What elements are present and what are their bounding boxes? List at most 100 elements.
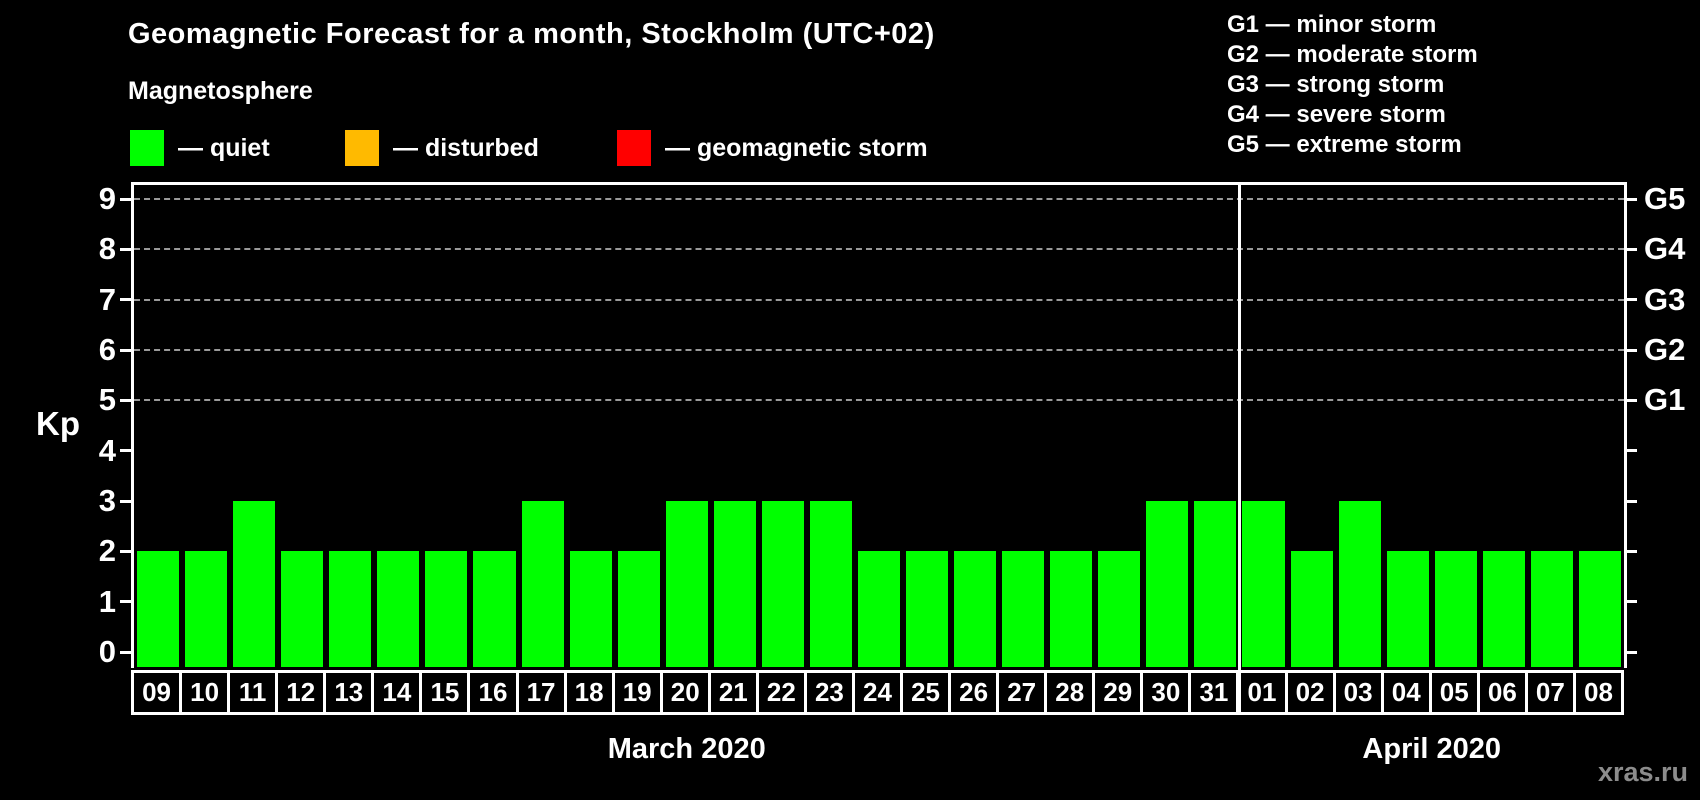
date-cell: 31 (1188, 670, 1240, 715)
right-tick (1625, 600, 1637, 604)
date-cell: 16 (467, 670, 519, 715)
kp-bar (665, 501, 708, 667)
legend-swatch-storm (617, 130, 651, 166)
y-tick (120, 449, 132, 453)
kp-bar (857, 551, 901, 667)
right-tick (1625, 197, 1637, 201)
legend-label: — disturbed (393, 133, 539, 162)
g-scale-label: G4 (1644, 231, 1686, 267)
kp-bar (473, 551, 516, 667)
date-cell: 09 (131, 670, 183, 715)
kp-bar (281, 551, 324, 667)
kp-bar (617, 551, 660, 667)
gridline-kp6 (134, 349, 1624, 352)
date-cell: 03 (1332, 670, 1384, 715)
date-cell: 26 (948, 670, 1000, 715)
date-cell: 10 (179, 670, 231, 715)
g-scale-label: G2 (1644, 332, 1686, 368)
kp-bar (906, 551, 949, 667)
kp-bar (761, 501, 804, 667)
kp-bar (377, 551, 420, 667)
gridline-kp8 (134, 248, 1624, 251)
date-cell: 23 (803, 670, 855, 715)
storm-scale-item: G1 — minor storm (1227, 11, 1437, 38)
kp-bar (1578, 551, 1621, 667)
kp-bar (809, 501, 852, 667)
g-scale-label: G3 (1644, 281, 1686, 317)
y-tick (120, 247, 132, 251)
date-cell: 25 (900, 670, 952, 715)
storm-scale-item: G4 — severe storm (1227, 101, 1446, 128)
y-tick (120, 499, 132, 503)
y-tick (120, 549, 132, 553)
month-separator-line (1238, 182, 1241, 715)
right-tick (1625, 348, 1637, 352)
date-cell: 11 (227, 670, 279, 715)
storm-scale-legend: G1 — minor storm G2 — moderate storm G3 — … (1227, 10, 1478, 160)
storm-scale-item: G2 — moderate storm (1227, 41, 1478, 68)
date-cell: 13 (323, 670, 375, 715)
date-cell: 17 (515, 670, 567, 715)
y-axis-line (131, 182, 134, 668)
y-tick-label: 1 (98, 583, 116, 619)
g-scale-label: G1 (1644, 382, 1686, 418)
watermark: xras.ru (1597, 757, 1688, 787)
chart-title: Geomagnetic Forecast for a month, Stockh… (128, 18, 935, 50)
y-tick (120, 197, 132, 201)
date-cell: 24 (851, 670, 904, 715)
date-cell: 21 (707, 670, 759, 715)
kp-bar (1530, 551, 1573, 667)
date-cell: 04 (1380, 670, 1432, 715)
date-cell: 14 (371, 670, 423, 715)
y-tick-label: 4 (98, 432, 116, 468)
g-scale-label: G5 (1644, 181, 1686, 217)
date-cell: 27 (996, 670, 1048, 715)
kp-bar (1098, 551, 1141, 667)
date-cell: 05 (1428, 670, 1480, 715)
legend-swatch-quiet (130, 130, 164, 166)
month-label: April 2020 (1362, 733, 1502, 765)
gridline-kp9 (134, 198, 1624, 201)
right-tick (1625, 650, 1637, 654)
date-cell: 01 (1236, 670, 1288, 715)
kp-bar (1002, 551, 1045, 667)
right-tick (1625, 398, 1637, 402)
storm-scale-item: G5 — extreme storm (1227, 131, 1462, 158)
y-tick (120, 348, 132, 352)
kp-bar (1482, 551, 1525, 667)
kp-bar (954, 551, 997, 667)
legend-heading: Magnetosphere (128, 77, 313, 105)
legend-label: — quiet (178, 133, 270, 162)
y-tick-label: 6 (98, 332, 116, 368)
kp-bar (1194, 501, 1237, 667)
gridline-kp5 (134, 399, 1624, 402)
right-tick (1625, 449, 1637, 453)
kp-bar (185, 551, 228, 667)
right-tick (1625, 499, 1637, 503)
right-tick (1625, 549, 1637, 553)
right-tick (1625, 247, 1637, 251)
date-cell: 20 (659, 670, 711, 715)
date-cell: 30 (1140, 670, 1192, 715)
kp-bar (1338, 501, 1381, 667)
kp-bar (1434, 551, 1477, 667)
y-tick (120, 650, 132, 654)
gridline-kp7 (134, 298, 1624, 301)
date-cell: 29 (1092, 670, 1144, 715)
date-cell: 19 (611, 670, 663, 715)
y-axis-title: Kp (36, 405, 80, 442)
date-cell: 28 (1044, 670, 1096, 715)
kp-bar (521, 501, 564, 667)
y-tick-label: 5 (98, 382, 116, 418)
kp-bar (425, 551, 468, 667)
kp-bar (1386, 551, 1429, 667)
kp-bar (233, 501, 276, 667)
kp-bar (569, 551, 612, 667)
month-label: March 2020 (607, 733, 766, 765)
kp-bar (1050, 551, 1093, 667)
y-tick-label: 7 (98, 281, 116, 317)
right-axis-line (1624, 182, 1627, 668)
legend-swatch-disturbed (345, 130, 379, 166)
y-tick (120, 398, 132, 402)
